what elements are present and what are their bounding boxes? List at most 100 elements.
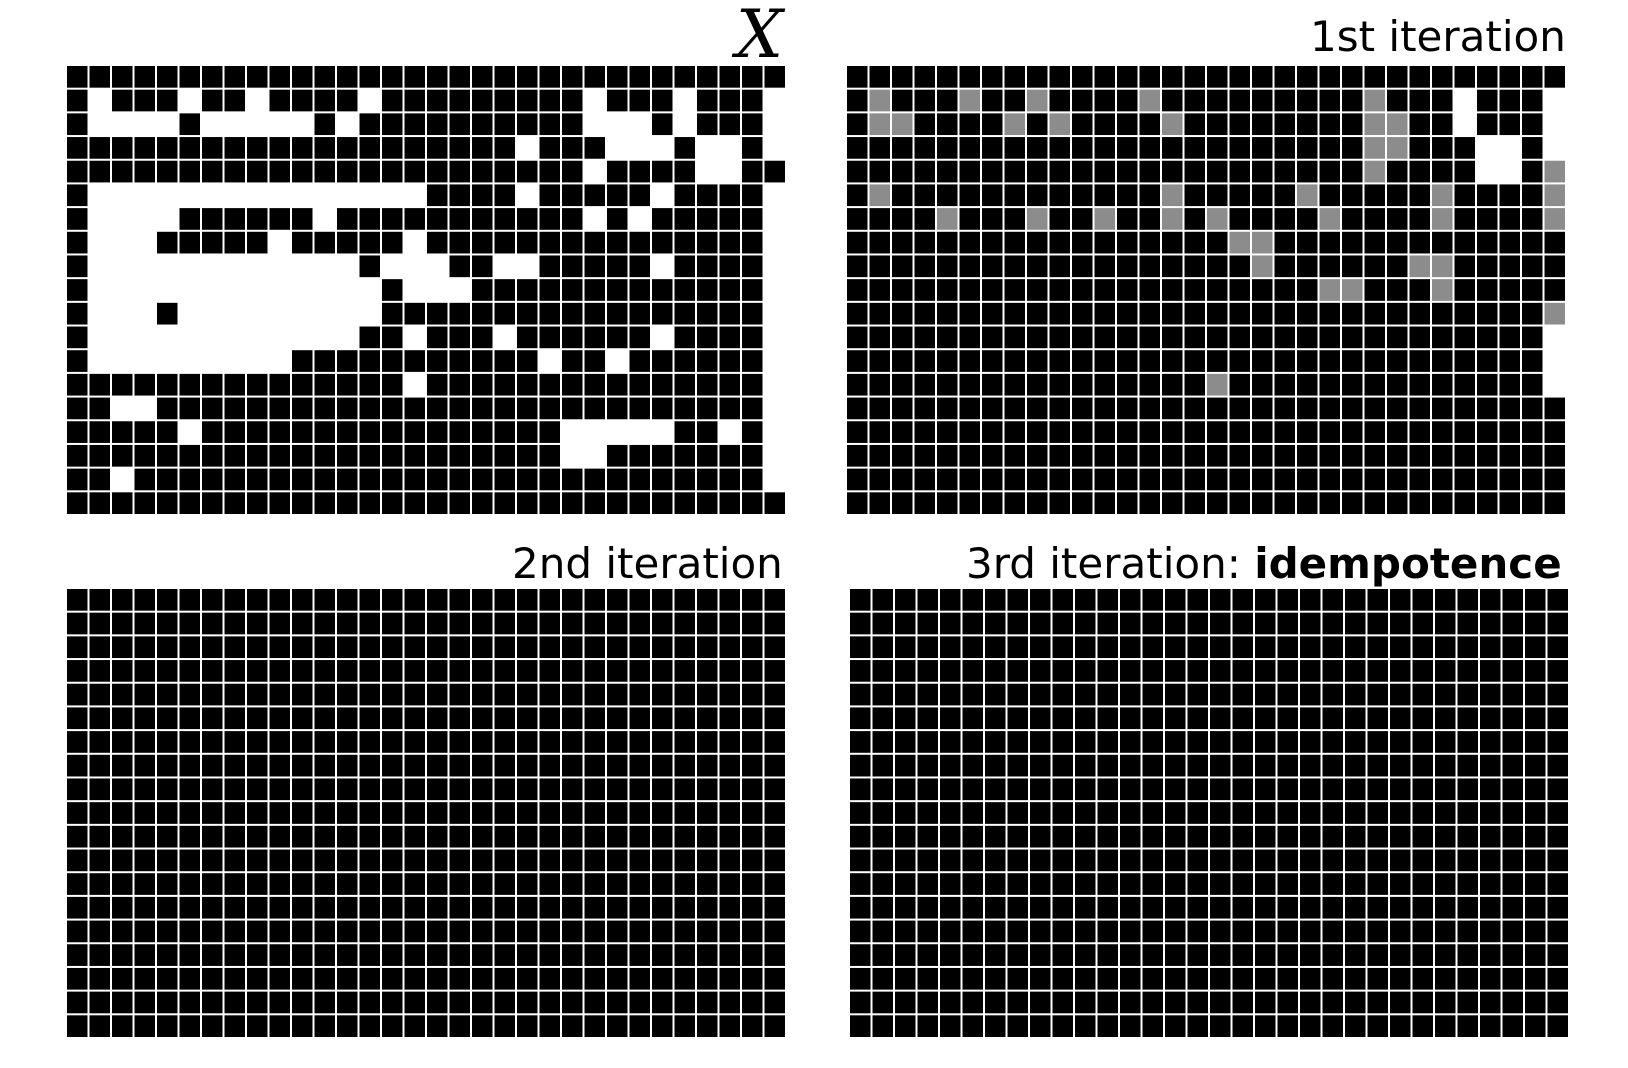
filled-cell: [959, 66, 980, 88]
filled-cell: [202, 589, 223, 611]
filled-cell: [1030, 683, 1051, 706]
filled-cell: [1184, 113, 1205, 136]
changed-cell: [1049, 113, 1070, 136]
filled-cell: [314, 89, 335, 112]
filled-cell: [134, 612, 155, 635]
filled-cell: [382, 754, 403, 777]
filled-cell: [1502, 967, 1523, 990]
filled-cell: [1072, 255, 1093, 278]
filled-cell: [89, 160, 110, 183]
filled-cell: [892, 184, 913, 207]
filled-cell: [449, 350, 470, 372]
filled-cell: [764, 944, 785, 966]
filled-cell: [157, 231, 178, 254]
filled-cell: [1139, 492, 1160, 514]
filled-cell: [134, 1015, 155, 1037]
filled-cell: [404, 468, 425, 491]
filled-cell: [562, 849, 583, 872]
filled-cell: [292, 707, 313, 730]
filled-cell: [1139, 231, 1160, 254]
filled-cell: [652, 468, 673, 491]
filled-cell: [869, 444, 890, 467]
filled-cell: [1322, 896, 1343, 919]
filled-cell: [247, 589, 268, 611]
filled-cell: [1184, 184, 1205, 207]
filled-cell: [1499, 302, 1520, 325]
filled-cell: [1210, 849, 1231, 872]
filled-cell: [89, 421, 110, 443]
filled-cell: [1207, 160, 1228, 183]
filled-cell: [719, 920, 740, 943]
filled-cell: [674, 707, 695, 730]
filled-cell: [629, 612, 650, 635]
filled-cell: [1255, 707, 1276, 730]
filled-cell: [1547, 589, 1568, 611]
filled-cell: [494, 397, 515, 420]
filled-cell: [917, 731, 938, 753]
filled-cell: [719, 1015, 740, 1037]
filled-cell: [914, 89, 935, 112]
filled-cell: [449, 873, 470, 895]
filled-cell: [719, 279, 740, 301]
filled-cell: [1139, 373, 1160, 396]
filled-cell: [1142, 896, 1163, 919]
filled-cell: [247, 444, 268, 467]
changed-cell: [1387, 113, 1408, 136]
filled-cell: [1390, 636, 1411, 659]
filled-cell: [764, 920, 785, 943]
filled-cell: [292, 991, 313, 1014]
filled-cell: [157, 589, 178, 611]
filled-cell: [1094, 137, 1115, 159]
filled-cell: [112, 849, 133, 872]
filled-cell: [67, 802, 88, 824]
filled-cell: [850, 636, 871, 659]
changed-cell: [1409, 255, 1430, 278]
filled-cell: [1522, 113, 1543, 136]
filled-cell: [157, 849, 178, 872]
filled-cell: [247, 731, 268, 753]
filled-cell: [1457, 991, 1478, 1014]
filled-cell: [1457, 683, 1478, 706]
filled-cell: [1409, 468, 1430, 491]
filled-cell: [1547, 967, 1568, 990]
filled-cell: [869, 350, 890, 372]
filled-cell: [1004, 468, 1025, 491]
filled-cell: [539, 967, 560, 990]
filled-cell: [1187, 1015, 1208, 1037]
filled-cell: [1300, 825, 1321, 848]
filled-cell: [1142, 944, 1163, 966]
filled-cell: [872, 731, 893, 753]
filled-cell: [1432, 492, 1453, 514]
filled-cell: [940, 825, 961, 848]
filled-cell: [562, 896, 583, 919]
filled-cell: [494, 991, 515, 1014]
filled-cell: [157, 707, 178, 730]
filled-cell: [892, 208, 913, 230]
filled-cell: [1457, 967, 1478, 990]
filled-cell: [1480, 967, 1501, 990]
filled-cell: [764, 778, 785, 801]
filled-cell: [1277, 967, 1298, 990]
filled-cell: [674, 255, 695, 278]
filled-cell: [1075, 1015, 1096, 1037]
filled-cell: [1097, 754, 1118, 777]
filled-cell: [1094, 255, 1115, 278]
filled-cell: [404, 1015, 425, 1037]
filled-cell: [937, 444, 958, 467]
filled-cell: [1297, 492, 1318, 514]
filled-cell: [1097, 944, 1118, 966]
filled-cell: [112, 89, 133, 112]
filled-cell: [1390, 731, 1411, 753]
filled-cell: [1027, 302, 1048, 325]
filled-cell: [1457, 802, 1478, 824]
filled-cell: [742, 302, 763, 325]
filled-cell: [584, 683, 605, 706]
filled-cell: [269, 160, 290, 183]
filled-cell: [314, 778, 335, 801]
filled-cell: [1409, 231, 1430, 254]
filled-cell: [584, 802, 605, 824]
filled-cell: [1049, 444, 1070, 467]
filled-cell: [404, 778, 425, 801]
filled-cell: [1097, 683, 1118, 706]
filled-cell: [1207, 184, 1228, 207]
